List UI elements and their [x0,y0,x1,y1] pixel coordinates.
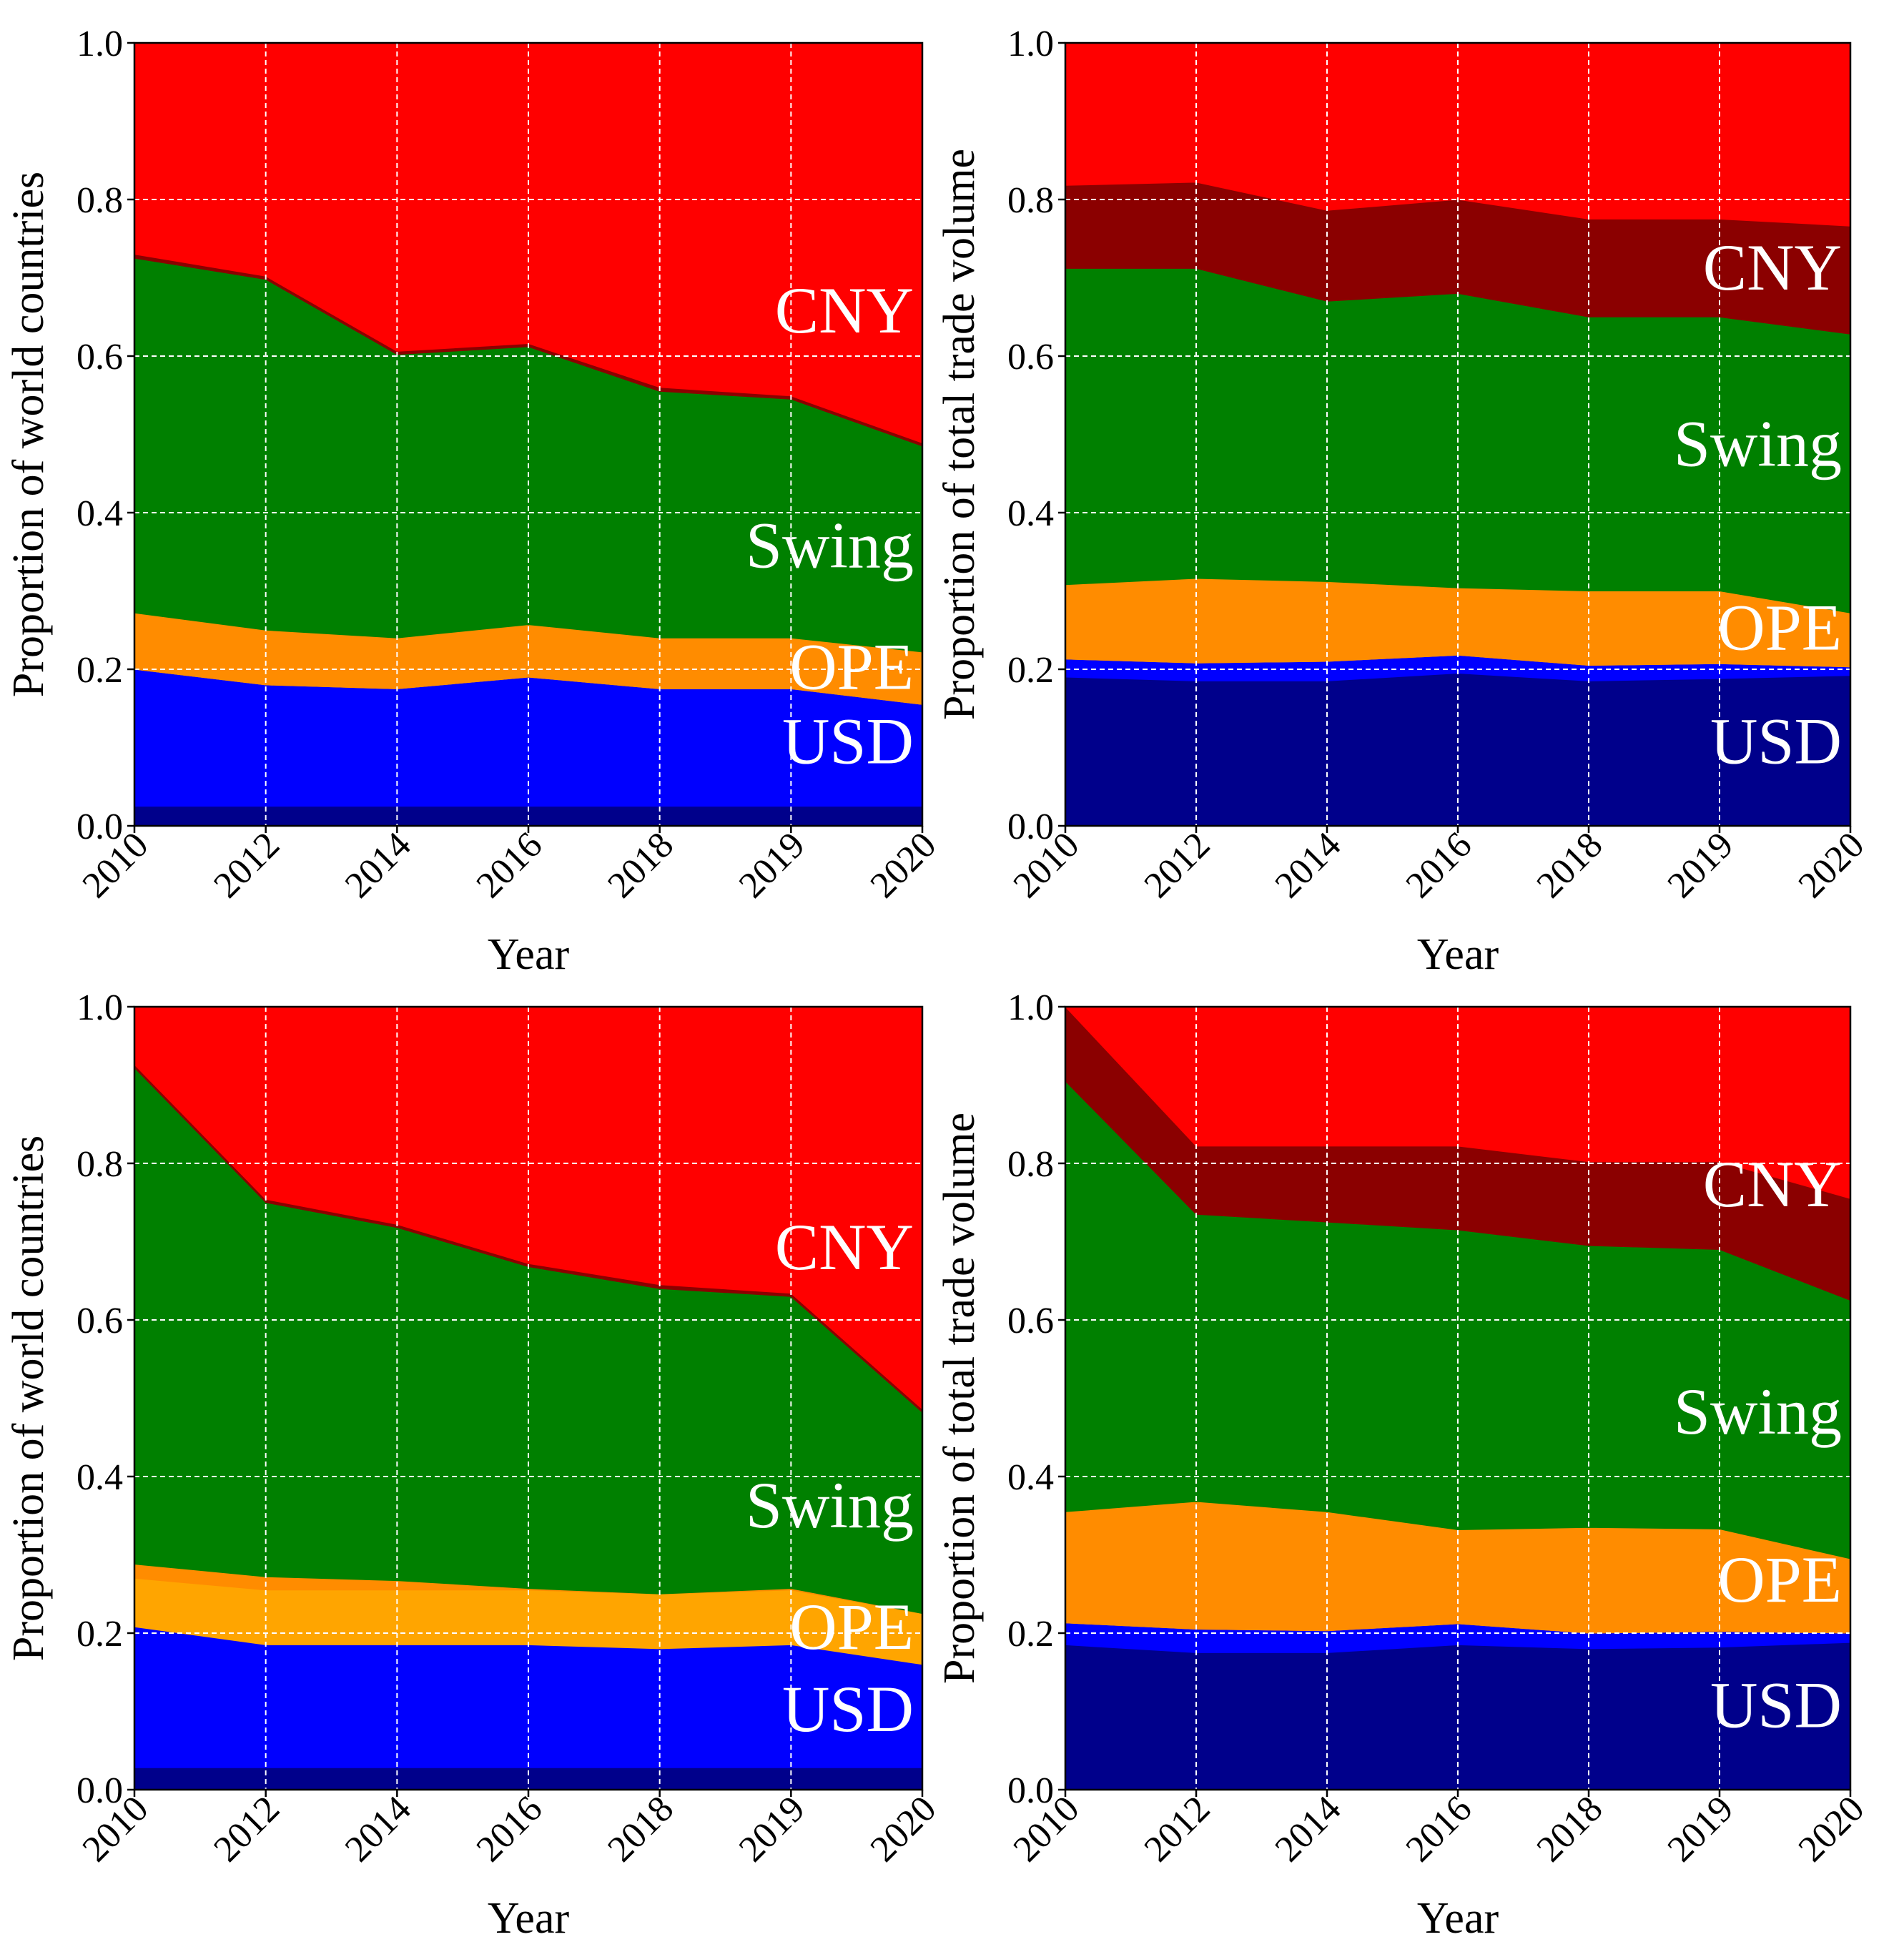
region-label-cny: CNY [775,274,914,347]
y-tick-label: 0.0 [1007,1770,1054,1811]
x-axis-title: Year [1417,1894,1499,1942]
x-tick-label: 2020 [1791,1788,1873,1870]
x-tick-label: 2018 [600,1788,681,1870]
x-tick-label: 2014 [1268,824,1349,906]
region-label-cny: CNY [1703,231,1842,304]
y-tick-label: 0.2 [77,650,123,691]
x-tick-label: 2016 [469,1788,551,1870]
y-axis-title: Proportion of world countries [4,1135,53,1661]
y-tick-label: 0.6 [77,337,123,378]
region-label-swing: Swing [746,509,914,582]
y-tick-label: 0.6 [77,1301,123,1341]
region-label-ope: OPE [1717,591,1842,664]
y-tick-label: 0.8 [77,180,123,221]
plot-area [1065,43,1850,826]
y-tick-label: 1.0 [1007,24,1054,64]
y-tick-label: 1.0 [77,24,123,64]
x-tick-label: 2012 [1137,1788,1218,1870]
x-tick-label: 2019 [1660,1788,1742,1870]
y-tick-label: 0.8 [77,1144,123,1185]
y-axis-title: Proportion of world countries [4,172,53,697]
region-label-cny: CNY [1703,1148,1842,1221]
plot-area [134,43,922,826]
region-label-cny: CNY [775,1211,914,1283]
x-axis-title: Year [488,930,570,979]
x-tick-label: 2020 [863,824,944,906]
x-tick-label: 2014 [337,1788,419,1870]
x-tick-label: 2016 [1399,824,1480,906]
y-tick-label: 0.6 [1007,1301,1054,1341]
x-tick-label: 2018 [600,824,681,906]
x-tick-label: 2012 [206,1788,287,1870]
y-tick-label: 0.2 [1007,1614,1054,1655]
y-tick-label: 0.4 [1007,493,1054,534]
x-tick-label: 2018 [1529,1788,1611,1870]
y-axis-title: Proportion of total trade volume [935,149,984,720]
region-label-ope: OPE [789,630,914,703]
y-tick-label: 0.2 [77,1614,123,1655]
x-tick-label: 2019 [731,1788,813,1870]
x-tick-label: 2019 [1660,824,1742,906]
region-label-usd: USD [782,1672,914,1745]
area-cny [1065,43,1850,227]
y-tick-label: 0.2 [1007,650,1054,691]
x-tick-label: 2019 [731,824,813,906]
x-tick-label: 2012 [206,824,287,906]
x-tick-label: 2016 [469,824,551,906]
y-tick-label: 0.0 [1007,807,1054,847]
region-label-ope: OPE [1717,1543,1842,1616]
plot-area [1065,1007,1850,1790]
y-tick-label: 0.4 [77,493,123,534]
y-tick-label: 0.0 [77,807,123,847]
region-label-usd: USD [1710,704,1842,777]
y-tick-label: 1.0 [1007,987,1054,1028]
x-tick-label: 2018 [1529,824,1611,906]
region-label-swing: Swing [1674,1375,1842,1448]
y-tick-label: 0.8 [1007,1144,1054,1185]
y-tick-label: 1.0 [77,987,123,1028]
y-tick-label: 0.6 [1007,337,1054,378]
x-tick-label: 2020 [863,1788,944,1870]
x-tick-label: 2016 [1399,1788,1480,1870]
x-tick-label: 2014 [1268,1788,1349,1870]
y-tick-label: 0.0 [77,1770,123,1811]
x-tick-label: 2012 [1137,824,1218,906]
plot-area [134,1007,922,1790]
y-axis-title: Proportion of total trade volume [935,1113,984,1684]
y-tick-label: 0.8 [1007,180,1054,221]
x-tick-label: 2020 [1791,824,1873,906]
region-label-usd: USD [782,704,914,777]
region-label-usd: USD [1710,1668,1842,1741]
x-tick-label: 2014 [337,824,419,906]
region-label-swing: Swing [1674,407,1842,480]
y-tick-label: 0.4 [77,1457,123,1498]
region-label-ope: OPE [789,1590,914,1663]
y-tick-label: 0.4 [1007,1457,1054,1498]
x-axis-title: Year [488,1894,570,1942]
region-label-swing: Swing [746,1469,914,1542]
x-axis-title: Year [1417,930,1499,979]
